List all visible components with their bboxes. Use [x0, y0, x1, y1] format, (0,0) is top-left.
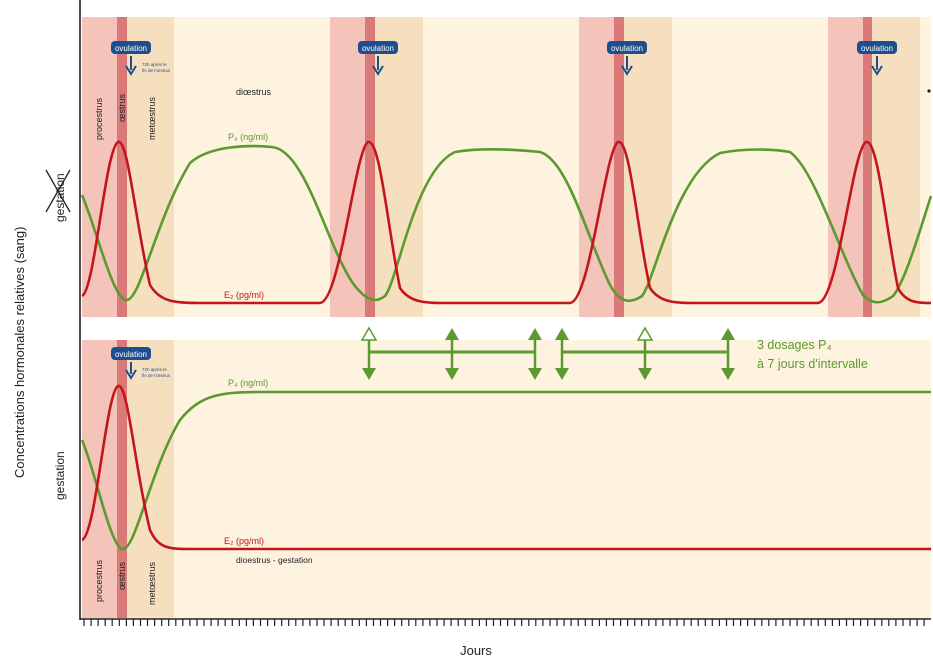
ovulation-label: ovulation: [115, 44, 147, 53]
dosage-arrow-2: [445, 328, 459, 380]
ovulation-label: ovulation: [861, 44, 893, 53]
row-labels: gestation gestation: [45, 169, 71, 500]
ovulation-badge-1: ovulation: [111, 41, 151, 76]
bottom-e2-label: E₂ (pg/ml): [224, 536, 264, 546]
bottom-p4-curve: [80, 390, 931, 551]
top-panel-curves: [80, 140, 933, 305]
metoestrus-band-2: [375, 17, 423, 317]
bottom-phase-labels: procestrus œstrus metœstrus P₄ (ng/ml) E…: [94, 378, 313, 605]
metoestrus-band-4: [872, 17, 920, 317]
y-axis-label: Concentrations hormonales relatives (san…: [12, 227, 27, 478]
dosage-arrow-4: [555, 328, 569, 380]
dioestrus-band: [82, 17, 931, 317]
bottom-row-label: gestation: [53, 451, 67, 500]
ovulation-note-line1: 72h après le: [142, 62, 167, 67]
bottom-e2-curve: [81, 384, 931, 551]
x-axis-ticks: [83, 619, 925, 626]
proestrus-label: procestrus: [94, 559, 104, 602]
ovulation-badge-3: ovulation: [607, 41, 647, 76]
dosage-annotation-line2: à 7 jours d'intervalle: [757, 357, 868, 371]
dosage-arrow-open-5: [636, 326, 654, 380]
dioestrus-gestation-band: [82, 340, 931, 618]
dosage-annotation-line1: 3 dosages P₄: [757, 338, 832, 352]
metoestrus-label: metœstrus: [147, 561, 157, 605]
x-axis-label: Jours: [460, 643, 492, 658]
crossed-out-mark: [45, 169, 71, 213]
ovulation-badge-4: ovulation: [857, 41, 897, 76]
bottom-panel-curves: [80, 384, 931, 551]
oestrus-band-bottom: [117, 340, 127, 618]
dosage-arrow-6: [721, 328, 735, 380]
metoestrus-band-bottom: [127, 340, 174, 618]
oestrus-band-4: [863, 17, 872, 317]
edge-dot: [927, 89, 931, 93]
metoestrus-label: metœstrus: [147, 96, 157, 140]
top-row-label: gestation: [53, 173, 67, 222]
oestrus-band-1: [117, 17, 127, 317]
ovulation-note-line2: fin de l'œstrus: [142, 68, 171, 73]
ovulation-note-line1: 72h après le: [142, 367, 167, 372]
top-ovulation-markers: ovulation 72h après le fin de l'œstrus o…: [111, 41, 897, 76]
bottom-ovulation-marker: ovulation 72h après le fin de l'œstrus: [111, 347, 171, 380]
oestrus-band-3: [614, 17, 624, 317]
top-e2-label: E₂ (pg/ml): [224, 290, 264, 300]
bottom-p4-label: P₄ (ng/ml): [228, 378, 268, 388]
proestrus-band-1: [82, 17, 117, 317]
top-phase-labels: procestrus œstrus metœstrus diœstrus P₄ …: [94, 87, 272, 300]
dosage-arrow-open-1: [360, 326, 378, 380]
dioestrus-label: diœstrus: [236, 87, 272, 97]
top-p4-curve: [80, 144, 933, 304]
dioestrus-gestation-label: dioestrus - gestation: [236, 555, 313, 565]
top-e2-curve: [81, 140, 932, 305]
ovulation-label: ovulation: [115, 350, 147, 359]
dosage-arrow-3: [528, 328, 542, 380]
ovulation-badge-2: ovulation: [358, 41, 398, 76]
oestrus-label: œstrus: [117, 562, 127, 590]
bottom-panel-background: [82, 340, 931, 618]
ovulation-label: ovulation: [362, 44, 394, 53]
ovulation-note-line2: fin de l'œstrus: [142, 373, 171, 378]
oestrus-band-2: [365, 17, 375, 317]
axes: [79, 0, 931, 626]
ovulation-label: ovulation: [611, 44, 643, 53]
top-p4-label: P₄ (ng/ml): [228, 132, 268, 142]
dosage-arrows: [360, 326, 735, 380]
proestrus-label: procestrus: [94, 97, 104, 140]
oestrus-label: œstrus: [117, 94, 127, 122]
